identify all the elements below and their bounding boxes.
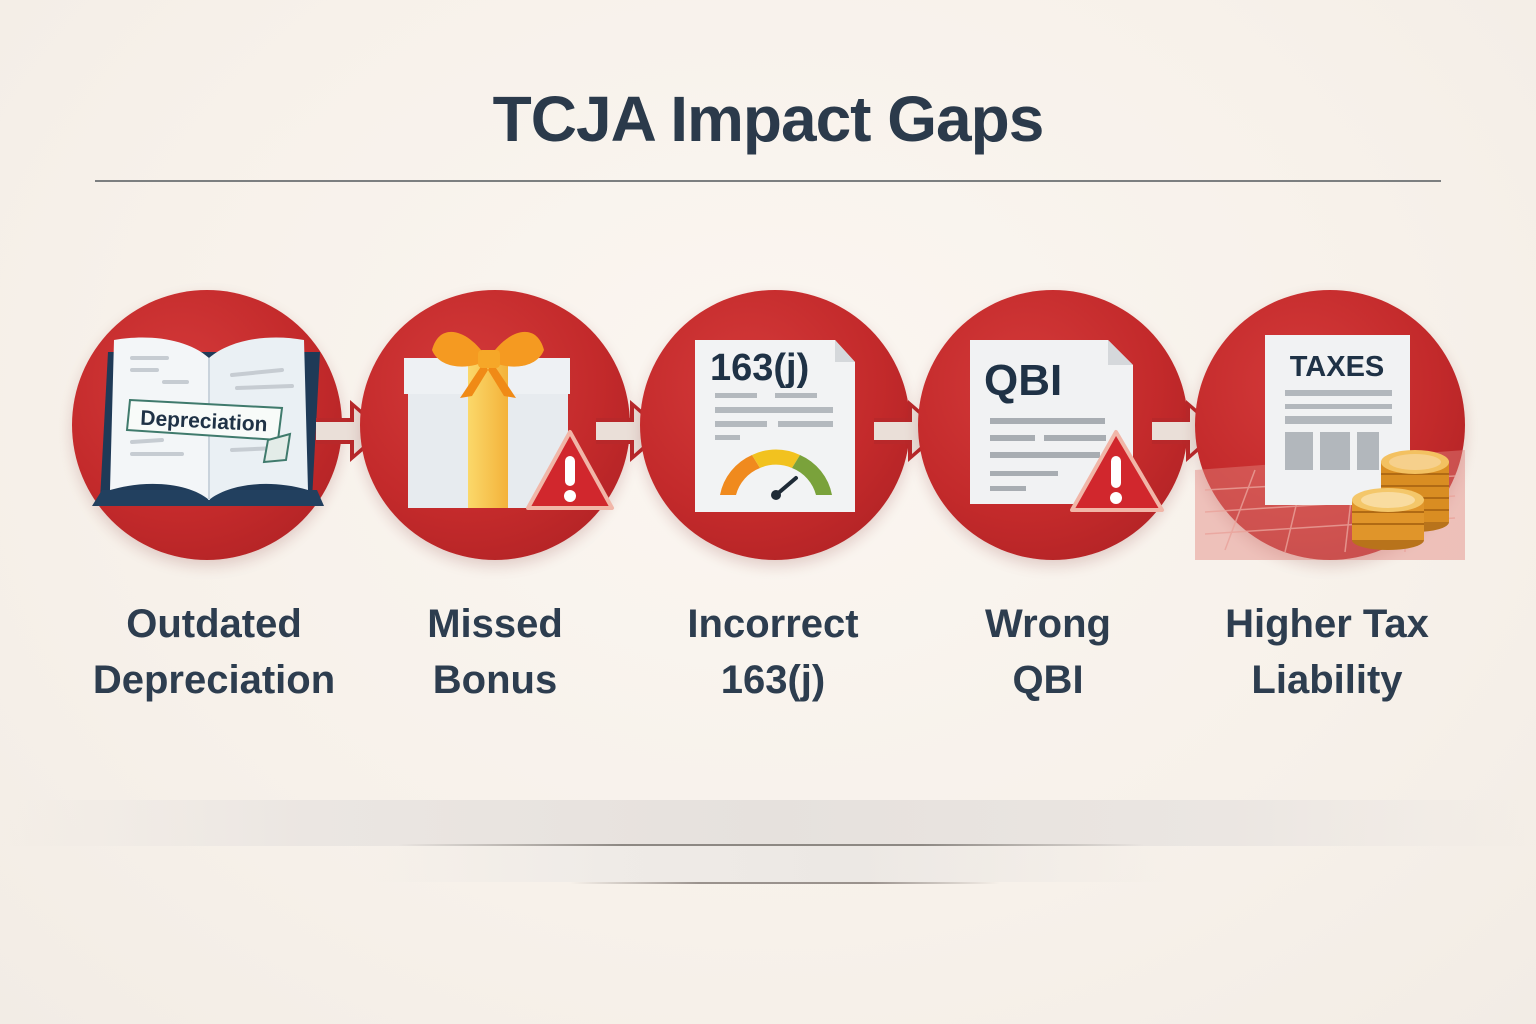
step-circle-higher-tax-liability: TAXES xyxy=(1195,290,1465,560)
label-line: Liability xyxy=(1251,658,1403,702)
label-line: Outdated xyxy=(126,602,302,646)
step-circle-missed-bonus xyxy=(360,290,630,560)
tax-form-coins-icon: TAXES xyxy=(1195,335,1465,560)
decorative-shelf-band xyxy=(350,846,1190,882)
step-circle-outdated-depreciation: Depreciation xyxy=(72,290,342,560)
gift-box-warning-icon xyxy=(404,331,614,510)
document-warning-icon: QBI xyxy=(970,340,1164,512)
decorative-divider xyxy=(570,882,1000,884)
label-line: Wrong xyxy=(985,602,1111,646)
label-line: Higher Tax xyxy=(1225,602,1429,646)
document-heading-text: QBI xyxy=(984,356,1062,405)
step-label-incorrect-163j: Incorrect 163(j) xyxy=(623,596,923,708)
label-line: QBI xyxy=(1012,658,1084,702)
page-title: TCJA Impact Gaps xyxy=(492,83,1045,155)
label-line: Incorrect xyxy=(687,602,859,646)
depreciation-book-icon: Depreciation xyxy=(92,337,324,506)
document-gauge-icon: 163(j) xyxy=(695,340,855,512)
decorative-divider xyxy=(398,844,1144,846)
step-circle-incorrect-163j: 163(j) xyxy=(640,290,910,560)
title-divider xyxy=(95,180,1441,182)
step-label-outdated-depreciation: Outdated Depreciation xyxy=(64,596,364,708)
tax-form-heading-text: TAXES xyxy=(1290,351,1385,383)
decorative-shelf xyxy=(0,800,1536,846)
label-line: Missed xyxy=(427,602,563,646)
step-label-missed-bonus: Missed Bonus xyxy=(345,596,645,708)
label-line: 163(j) xyxy=(720,658,826,702)
document-heading-text: 163(j) xyxy=(710,347,809,389)
label-line: Depreciation xyxy=(92,658,336,702)
step-label-higher-tax-liability: Higher Tax Liability xyxy=(1177,596,1477,708)
step-circle-wrong-qbi: QBI xyxy=(918,290,1188,560)
label-line: Bonus xyxy=(432,658,558,702)
step-label-wrong-qbi: Wrong QBI xyxy=(898,596,1198,708)
